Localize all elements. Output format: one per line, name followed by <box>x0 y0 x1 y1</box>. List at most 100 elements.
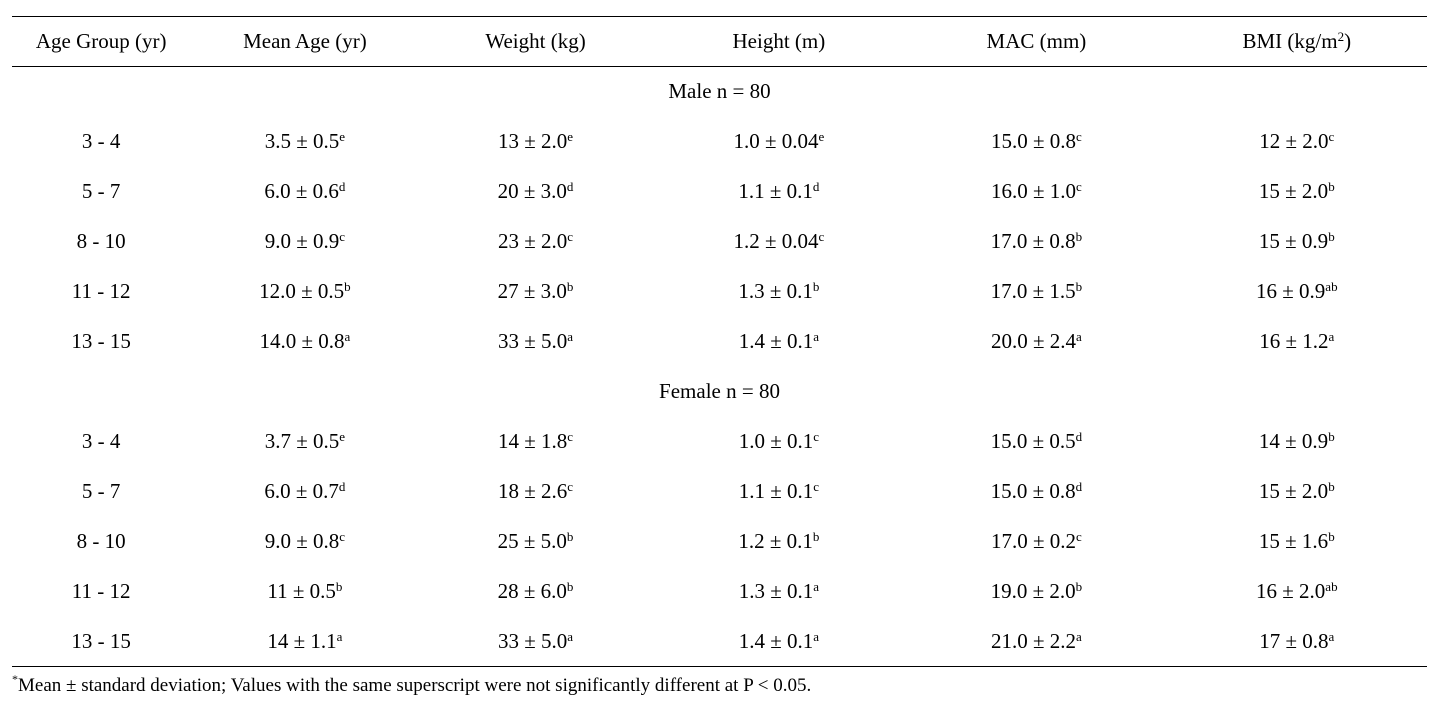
cell-age-group: 5 - 7 <box>12 167 190 217</box>
cell-value: 1.3 ± 0.1 <box>738 579 814 603</box>
header-height: Height (m) <box>651 16 907 67</box>
cell-superscript: c <box>1076 129 1082 144</box>
cell-superscript: a <box>1076 628 1082 644</box>
cell-mean-age: 6.0 ± 0.7d <box>190 467 419 517</box>
cell-age-group: 3 - 4 <box>12 117 190 167</box>
cell-superscript: c <box>567 479 574 494</box>
cell-value: 13 ± 2.0 <box>497 129 568 153</box>
table-row: 11 - 12 12.0 ± 0.5b 27 ± 3.0b 1.3 ± 0.1b 17.… <box>12 267 1427 317</box>
cell-bmi: 16 ± 1.2a <box>1167 317 1427 367</box>
cell-height: 1.4 ± 0.1a <box>651 616 907 667</box>
cell-mac: 15.0 ± 0.5d <box>906 417 1166 467</box>
cell-bmi: 15 ± 1.6b <box>1167 517 1427 567</box>
header-mean-age: Mean Age (yr) <box>190 16 420 67</box>
cell-value: 1.1 ± 0.1 <box>738 179 813 203</box>
cell-mac: 19.0 ± 2.0b <box>906 567 1166 617</box>
cell-height: 1.2 ± 0.04c <box>652 217 907 267</box>
cell-value: 3 - 4 <box>81 429 121 453</box>
cell-superscript: b <box>335 579 343 594</box>
cell-height: 1.2 ± 0.1b <box>652 517 907 567</box>
cell-superscript: c <box>567 429 574 444</box>
cell-bmi: 17 ± 0.8a <box>1166 616 1427 667</box>
cell-superscript: c <box>813 429 820 444</box>
cell-superscript: a <box>1328 628 1335 644</box>
cell-mac: 15.0 ± 0.8d <box>906 467 1166 517</box>
cell-bmi: 15 ± 2.0b <box>1167 167 1427 217</box>
header-label: Height (m) <box>732 29 826 53</box>
cell-value: 8 - 10 <box>76 529 126 553</box>
cell-superscript: d <box>812 179 820 194</box>
header-label: Age Group (yr) <box>35 29 167 53</box>
cell-value: 12 ± 2.0 <box>1259 129 1329 153</box>
header-age-group: Age Group (yr) <box>12 16 191 67</box>
cell-bmi: 14 ± 0.9b <box>1167 417 1427 467</box>
cell-superscript: a <box>567 628 574 644</box>
cell-weight: 14 ± 1.8c <box>420 417 652 467</box>
cell-superscript: b <box>1328 229 1335 244</box>
cell-age-group: 11 - 12 <box>12 567 190 617</box>
cell-weight: 33 ± 5.0a <box>420 317 652 367</box>
cell-age-group: 13 - 15 <box>12 317 190 367</box>
cell-age-group: 13 - 15 <box>12 616 191 667</box>
cell-mac: 21.0 ± 2.2a <box>906 616 1167 667</box>
cell-superscript: d <box>338 479 346 494</box>
cell-superscript: a <box>813 628 820 644</box>
cell-value: 16 ± 2.0 <box>1256 579 1326 603</box>
cell-value: 1.0 ± 0.04 <box>733 129 819 153</box>
cell-weight: 27 ± 3.0b <box>420 267 652 317</box>
cell-age-group: 5 - 7 <box>12 467 190 517</box>
cell-weight: 28 ± 6.0b <box>420 567 652 617</box>
cell-value: 14 ± 1.1 <box>267 628 337 653</box>
cell-mean-age: 11 ± 0.5b <box>190 567 419 617</box>
cell-superscript: c <box>567 229 574 244</box>
cell-value: 1.2 ± 0.1 <box>738 529 813 553</box>
cell-value: 16 ± 0.9 <box>1256 279 1326 303</box>
cell-value: 11 ± 0.5 <box>267 579 336 603</box>
cell-weight: 18 ± 2.6c <box>420 467 652 517</box>
cell-value: 13 - 15 <box>71 628 131 653</box>
cell-age-group: 3 - 4 <box>12 417 190 467</box>
cell-value: 15 ± 1.6 <box>1258 529 1329 553</box>
cell-superscript: a <box>813 579 820 594</box>
cell-value: 11 - 12 <box>71 279 131 303</box>
cell-mac: 16.0 ± 1.0c <box>906 167 1166 217</box>
cell-weight: 20 ± 3.0d <box>420 167 652 217</box>
cell-weight: 13 ± 2.0e <box>420 117 652 167</box>
cell-superscript: b <box>1075 279 1083 294</box>
cell-value: 1.4 ± 0.1 <box>738 628 814 653</box>
cell-value: 1.3 ± 0.1 <box>738 279 813 303</box>
cell-value: 17.0 ± 0.8 <box>990 229 1076 253</box>
cell-mean-age: 14.0 ± 0.8a <box>190 317 419 367</box>
cell-height: 1.0 ± 0.04e <box>652 117 907 167</box>
cell-bmi: 15 ± 0.9b <box>1167 217 1427 267</box>
header-suffix: ) <box>1344 29 1352 53</box>
table-row: 5 - 7 6.0 ± 0.7d 18 ± 2.6c 1.1 ± 0.1 c 15.0 ±… <box>12 467 1427 517</box>
cell-value: 15 ± 0.9 <box>1258 229 1329 253</box>
cell-mean-age: 3.7 ± 0.5e <box>190 417 419 467</box>
cell-value: 1.4 ± 0.1 <box>738 329 814 353</box>
cell-value: 15 ± 2.0 <box>1258 179 1329 203</box>
table-row: 13 - 15 14 ± 1.1a 33 ± 5.0a 1.4 ± 0.1a 21.0 … <box>12 616 1427 667</box>
cell-mac: 17.0 ± 1.5b <box>906 267 1166 317</box>
cell-superscript: a <box>813 329 820 344</box>
cell-mac: 15.0 ± 0.8c <box>906 117 1166 167</box>
cell-value: 15.0 ± 0.8 <box>990 479 1076 503</box>
cell-value: 1.1 ± 0.1 <box>738 479 814 503</box>
cell-superscript: d <box>1075 429 1083 444</box>
cell-value: 6.0 ± 0.6 <box>264 179 339 203</box>
cell-value: 20 ± 3.0 <box>497 179 567 203</box>
header-label: Mean Age (yr) <box>243 29 367 53</box>
cell-value: 33 ± 5.0 <box>497 329 568 353</box>
group-header-row: Male n = 80 <box>12 67 1427 117</box>
cell-value: 14.0 ± 0.8 <box>259 329 345 353</box>
cell-value: 1.2 ± 0.04 <box>733 229 819 253</box>
cell-superscript: e <box>339 129 346 144</box>
cell-superscript: c <box>1076 529 1082 544</box>
cell-superscript: d <box>338 179 346 194</box>
cell-value: 33 ± 5.0 <box>497 628 568 653</box>
cell-height: 1.3 ± 0.1b <box>652 267 907 317</box>
cell-bmi: 16 ± 2.0ab <box>1167 567 1427 617</box>
cell-superscript: ab <box>1325 579 1338 594</box>
header-superscript: 2 <box>1337 29 1345 44</box>
cell-superscript: b <box>1075 229 1083 244</box>
